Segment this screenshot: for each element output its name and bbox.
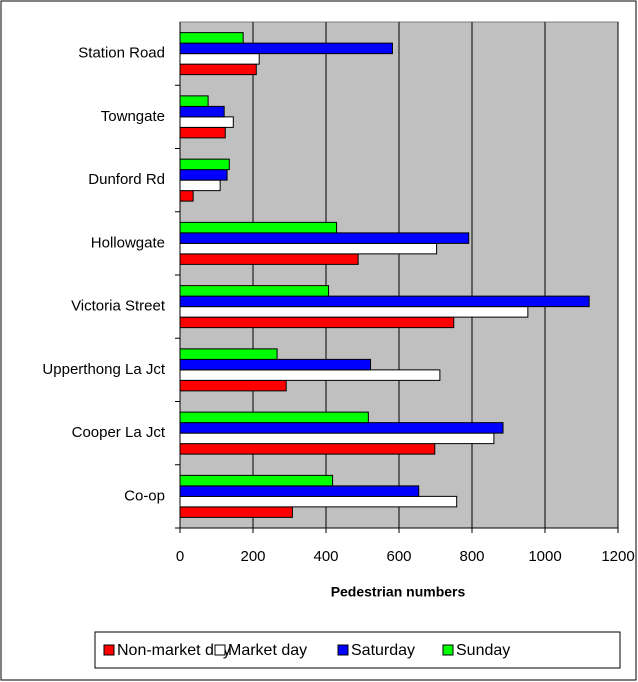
bar bbox=[179, 358, 372, 371]
legend-swatch bbox=[442, 644, 454, 656]
x-tick-label: 1200 bbox=[601, 548, 634, 565]
bar bbox=[179, 116, 234, 128]
bar bbox=[179, 379, 287, 392]
bar bbox=[179, 179, 221, 192]
bar bbox=[179, 495, 458, 508]
bar bbox=[179, 506, 293, 518]
legend-box bbox=[94, 631, 621, 669]
x-tick-label: 400 bbox=[313, 548, 338, 565]
bar bbox=[179, 158, 230, 171]
bar bbox=[179, 348, 278, 360]
legend-swatch bbox=[103, 644, 115, 656]
y-tick-label: Dunford Rd bbox=[88, 171, 165, 188]
legend-label: Non-market day bbox=[117, 642, 231, 659]
legend-swatch bbox=[214, 644, 226, 656]
bar bbox=[179, 485, 420, 497]
x-tick-label: 800 bbox=[459, 548, 484, 565]
bar bbox=[179, 285, 330, 297]
bar bbox=[179, 432, 495, 445]
bar bbox=[179, 422, 504, 434]
bar bbox=[179, 221, 338, 234]
x-tick-label: 0 bbox=[176, 548, 184, 565]
bar bbox=[179, 295, 590, 308]
y-tick-label: Station Road bbox=[78, 45, 165, 62]
bar bbox=[179, 169, 228, 181]
bar bbox=[179, 190, 194, 202]
bar bbox=[179, 253, 359, 265]
y-tick-label: Cooper La Jct bbox=[72, 424, 166, 441]
bar bbox=[179, 232, 470, 244]
y-tick-label: Hollowgate bbox=[91, 234, 165, 251]
legend-label: Sunday bbox=[456, 642, 510, 659]
bar bbox=[179, 369, 441, 381]
legend-label: Saturday bbox=[351, 642, 415, 659]
bar bbox=[179, 32, 244, 44]
x-tick-label: 200 bbox=[240, 548, 265, 565]
bar bbox=[179, 306, 529, 318]
bar bbox=[179, 126, 226, 139]
bar bbox=[179, 53, 260, 65]
bar bbox=[179, 443, 436, 455]
y-tick-label: Co-op bbox=[124, 487, 165, 504]
x-axis-title: Pedestrian numbers bbox=[331, 584, 466, 600]
bar bbox=[179, 316, 455, 329]
x-tick-label: 600 bbox=[386, 548, 411, 565]
y-tick-label: Victoria Street bbox=[71, 298, 166, 315]
bar bbox=[179, 411, 369, 424]
bar bbox=[179, 105, 225, 118]
bar bbox=[179, 95, 209, 107]
legend-label: Market day bbox=[228, 642, 307, 659]
bar bbox=[179, 42, 393, 55]
bar bbox=[179, 242, 438, 255]
legend-swatch bbox=[337, 644, 349, 656]
bar bbox=[179, 474, 334, 487]
x-tick-label: 1000 bbox=[528, 548, 561, 565]
y-tick-label: Upperthong La Jct bbox=[42, 361, 165, 378]
y-tick-label: Towngate bbox=[101, 108, 165, 125]
bar bbox=[179, 63, 257, 76]
